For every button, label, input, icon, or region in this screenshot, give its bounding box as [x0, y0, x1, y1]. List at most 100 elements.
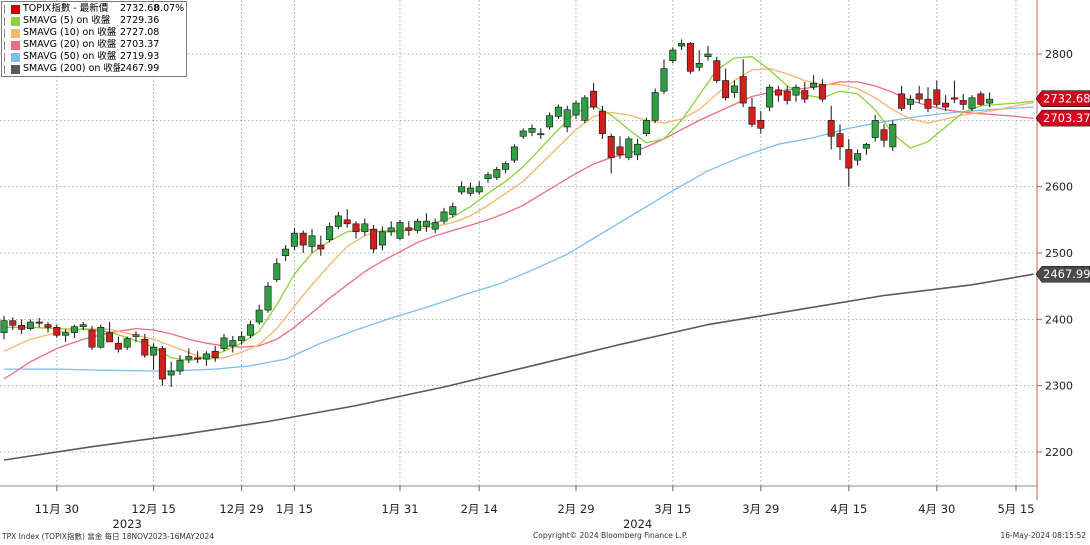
legend-label: SMAVG (20) on 收盤: [23, 39, 117, 50]
candle: [704, 46, 712, 61]
candle-body: [229, 340, 237, 347]
candle: [942, 95, 950, 112]
candle-body: [475, 186, 483, 193]
candle: [229, 335, 237, 353]
candle: [581, 95, 589, 124]
candle: [572, 100, 580, 120]
candle: [114, 336, 122, 353]
candle: [642, 117, 650, 137]
candle: [308, 229, 316, 254]
candle-body: [290, 232, 298, 247]
candle-body: [211, 350, 219, 359]
legend-marker: [4, 16, 9, 26]
candle-body: [44, 324, 52, 328]
candle: [977, 91, 985, 106]
candle: [766, 84, 774, 112]
candle: [537, 128, 545, 139]
footer-copyright: Copyright© 2024 Bloomberg Finance L.P.: [533, 531, 688, 540]
series-line-2: [3, 67, 1034, 360]
candle: [678, 39, 686, 51]
candle-body: [35, 321, 43, 324]
candle-body: [510, 146, 518, 161]
candle-body: [70, 326, 78, 333]
candle-body: [220, 337, 228, 349]
legend-value: 2703.37: [120, 39, 160, 50]
candle: [150, 343, 158, 370]
candle: [9, 317, 17, 330]
candle: [370, 225, 378, 254]
candle-body: [422, 220, 430, 227]
candle-body: [924, 98, 932, 109]
legend: TOPIX指數 - 最新價 2732.68 0.07% SMAVG (5) on…: [1, 1, 187, 77]
candle: [695, 50, 703, 72]
candle: [502, 161, 510, 174]
y-tick-label: 2200: [1045, 446, 1073, 459]
x-year-label: 2023: [113, 517, 142, 531]
candle: [748, 97, 756, 127]
candle-body: [18, 325, 26, 330]
legend-value: 2467.99: [120, 63, 160, 74]
candle-body: [62, 332, 70, 336]
candle: [141, 333, 149, 358]
candle-body: [827, 120, 835, 137]
candle: [510, 144, 518, 163]
candle: [35, 318, 43, 328]
legend-item: SMAVG (10) on 收盤 2727.08: [4, 27, 184, 39]
candle-body: [722, 80, 730, 99]
candle-body: [361, 223, 369, 233]
candle-body: [598, 110, 606, 134]
legend-item: TOPIX指數 - 最新價 2732.68 0.07%: [4, 3, 184, 15]
legend-marker: [4, 28, 9, 38]
callout-box: [1035, 90, 1090, 107]
candle-body: [950, 97, 958, 100]
candle: [352, 221, 360, 239]
candle: [889, 120, 897, 151]
candle: [405, 221, 413, 236]
candle-body: [713, 60, 721, 81]
candle: [774, 85, 782, 102]
x-tick-label: 2月 14: [461, 502, 498, 516]
candle-body: [387, 227, 395, 233]
candle-body: [414, 220, 422, 231]
candle: [933, 80, 941, 108]
candle-body: [818, 84, 826, 100]
x-tick-label: 1月 31: [381, 502, 418, 516]
candle-body: [704, 53, 712, 57]
candle-body: [651, 92, 659, 121]
x-tick-label: 11月 30: [35, 502, 79, 516]
candle-body: [326, 226, 334, 241]
candle: [757, 111, 765, 134]
candle-body: [757, 120, 765, 129]
candle-body: [352, 223, 360, 233]
candle: [123, 336, 131, 350]
legend-item: SMAVG (20) on 收盤 2703.37: [4, 39, 184, 51]
legend-value: 2729.36: [120, 15, 160, 26]
candle: [554, 104, 562, 120]
candle: [924, 87, 932, 113]
candle-body: [502, 163, 510, 170]
candle-body: [343, 219, 351, 225]
y-tick-label: 2400: [1045, 313, 1073, 326]
candle-body: [898, 93, 906, 109]
candle-body: [53, 326, 61, 336]
candle: [563, 105, 571, 133]
candle-body: [396, 222, 404, 239]
candle-body: [158, 348, 166, 380]
candle: [246, 320, 254, 338]
candle: [590, 83, 598, 110]
candle-body: [986, 98, 994, 104]
x-tick-label: 12月 15: [131, 502, 175, 516]
candle-body: [871, 120, 879, 138]
candle-body: [440, 211, 448, 222]
candle: [79, 321, 87, 330]
candle-body: [185, 356, 193, 360]
candle-body: [26, 321, 34, 329]
footer-timestamp: 16-May-2024 08:15:52: [1000, 531, 1087, 540]
candle-body: [810, 82, 818, 88]
candle: [484, 172, 492, 183]
candle-body: [97, 326, 105, 348]
candle: [827, 105, 835, 150]
legend-marker: [4, 40, 9, 50]
